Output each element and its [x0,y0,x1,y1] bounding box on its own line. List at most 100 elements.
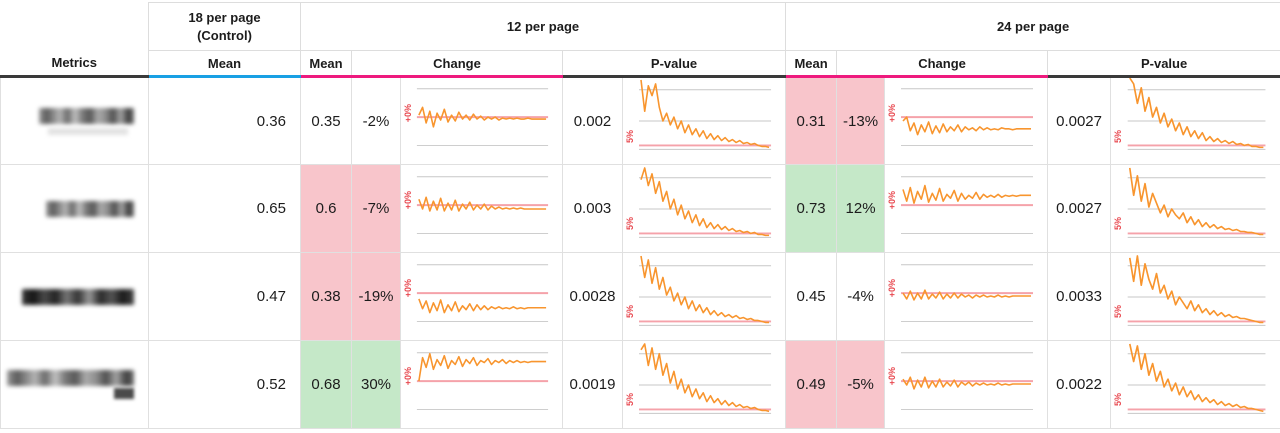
pvalue-sparkline-chart [1111,78,1280,164]
pvalue-value-24: 0.0027 [1048,77,1111,165]
five-pct-label: 5% [1113,305,1123,318]
pvalue-value-24: 0.0027 [1048,165,1111,253]
five-pct-label: 5% [1113,393,1123,406]
redacted-metric-blur [7,370,134,386]
pvalue-value-24: 0.0022 [1048,341,1111,429]
mean-value-12: 0.6 [301,165,352,253]
change-header-12: Change [352,51,563,77]
control-mean-header: Mean [149,51,301,77]
five-pct-label: 5% [1113,217,1123,230]
change-sparkline-24: +0% [885,165,1048,253]
change-sparkline-12: +0% [401,165,563,253]
change-sparkline-12: +0% [401,77,563,165]
pvalue-value-12: 0.0019 [563,341,623,429]
pvalue-sparkline-12: 5% [623,77,786,165]
five-pct-label: 5% [625,130,635,143]
five-pct-label: 5% [625,393,635,406]
change-value-12: -7% [352,165,401,253]
zero-pct-label: +0% [403,279,413,297]
pvalue-sparkline-12: 5% [623,253,786,341]
pvalue-sparkline-24: 5% [1111,77,1280,165]
control-group-header: 18 per page (Control) [149,3,301,51]
pvalue-sparkline-chart [623,342,785,428]
mean-value-12: 0.38 [301,253,352,341]
change-sparkline-24: +0% [885,77,1048,165]
pvalue-sparkline-chart [623,78,785,164]
pvalue-sparkline-24: 5% [1111,341,1280,429]
change-value-24: -13% [837,77,885,165]
pvalue-sparkline-12: 5% [623,165,786,253]
change-sparkline-chart [401,166,562,252]
table-row: 0.52 0.68 30% +0% 0.0019 5% 0.49 -5% +0%… [1,341,1280,429]
mean-value-24: 0.45 [786,253,837,341]
mean-value-24: 0.73 [786,165,837,253]
control-group-label-line1: 18 per page [149,9,300,27]
pvalue-sparkline-12: 5% [623,341,786,429]
redacted-metric-blur-sub [48,128,128,135]
header-group-row: Metrics 18 per page (Control) 12 per pag… [1,3,1280,51]
control-mean-value: 0.47 [149,253,301,341]
zero-pct-label: +0% [887,104,897,122]
mean-value-12: 0.68 [301,341,352,429]
header-cols-row: Mean Mean Change P-value Mean Change P-v… [1,51,1280,77]
control-mean-value: 0.52 [149,341,301,429]
pvalue-sparkline-24: 5% [1111,165,1280,253]
change-value-24: 12% [837,165,885,253]
redacted-metric-blur [39,108,134,124]
change-value-12: -19% [352,253,401,341]
five-pct-label: 5% [1113,130,1123,143]
pvalue-header-12: P-value [563,51,786,77]
metric-name-blurred [1,253,149,341]
pvalue-header-24: P-value [1048,51,1280,77]
redacted-metric-blur [22,289,134,305]
change-header-24: Change [837,51,1048,77]
pvalue-sparkline-chart [1111,342,1280,428]
mean-value-12: 0.35 [301,77,352,165]
pvalue-sparkline-chart [1111,166,1280,252]
change-sparkline-chart [885,254,1047,340]
control-group-label-line2: (Control) [149,27,300,45]
variant12-group-header: 12 per page [301,3,786,51]
pvalue-sparkline-chart [623,254,785,340]
metric-name-blurred [1,77,149,165]
pvalue-sparkline-chart [1111,254,1280,340]
variant24-group-header: 24 per page [786,3,1280,51]
zero-pct-label: +0% [403,191,413,209]
pvalue-sparkline-24: 5% [1111,253,1280,341]
zero-pct-label: +0% [403,104,413,122]
change-sparkline-chart [885,166,1047,252]
metric-name-blurred [1,165,149,253]
change-value-12: 30% [352,341,401,429]
control-mean-value: 0.65 [149,165,301,253]
mean-value-24: 0.49 [786,341,837,429]
change-sparkline-chart [885,78,1047,164]
table-row: 0.36 0.35 -2% +0% 0.002 5% 0.31 -13% +0%… [1,77,1280,165]
mean-header-24: Mean [786,51,837,77]
redacted-metric-blur [46,201,134,217]
change-sparkline-chart [401,254,562,340]
pvalue-value-12: 0.003 [563,165,623,253]
pvalue-value-12: 0.002 [563,77,623,165]
pvalue-value-12: 0.0028 [563,253,623,341]
change-sparkline-chart [401,78,562,164]
pvalue-value-24: 0.0033 [1048,253,1111,341]
redacted-metric-blur-sub [114,388,134,399]
pvalue-sparkline-chart [623,166,785,252]
table-row: 0.47 0.38 -19% +0% 0.0028 5% 0.45 -4% +0… [1,253,1280,341]
change-sparkline-12: +0% [401,341,563,429]
change-sparkline-12: +0% [401,253,563,341]
change-sparkline-24: +0% [885,253,1048,341]
mean-header-12: Mean [301,51,352,77]
zero-pct-label: +0% [887,367,897,385]
zero-pct-label: +0% [403,367,413,385]
five-pct-label: 5% [625,305,635,318]
zero-pct-label: +0% [887,191,897,209]
change-sparkline-chart [885,342,1047,428]
mean-value-24: 0.31 [786,77,837,165]
metrics-header: Metrics [1,3,149,77]
table-row: 0.65 0.6 -7% +0% 0.003 5% 0.73 12% +0% 0… [1,165,1280,253]
change-value-24: -5% [837,341,885,429]
zero-pct-label: +0% [887,279,897,297]
five-pct-label: 5% [625,217,635,230]
change-sparkline-chart [401,342,562,428]
